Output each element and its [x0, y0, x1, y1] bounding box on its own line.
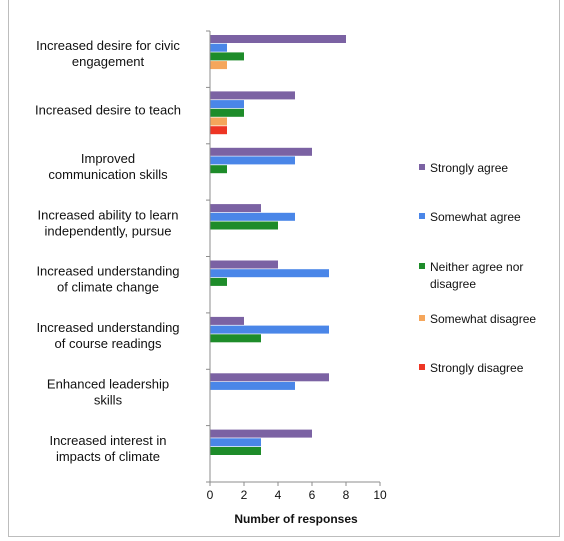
legend-label: Strongly agree [430, 161, 508, 175]
bar-6-strongly-agree [210, 316, 244, 325]
bar-3-strongly-agree [210, 147, 312, 156]
legend-swatch [419, 315, 425, 321]
category-label: Enhanced leadership skills [47, 376, 169, 407]
legend: Strongly agree Somewhat agree Neither agre… [419, 161, 536, 375]
bar-4-somewhat-agree [210, 212, 295, 221]
bar-5-neither-agree-nor-disagree [210, 277, 227, 286]
x-tick-label: 6 [309, 488, 316, 502]
bar-1-somewhat-disagree [210, 61, 227, 70]
category-label: Increased ability to learn independently,… [38, 207, 179, 238]
bar-2-somewhat-agree [210, 100, 244, 109]
legend-swatch [419, 364, 425, 370]
bar-4-neither-agree-nor-disagree [210, 221, 278, 230]
chart-frame [8, 0, 560, 537]
x-tick-label: 0 [207, 488, 214, 502]
bars-layer [210, 35, 346, 455]
category-label: Increased understanding of course reading… [36, 320, 179, 351]
bar-2-strongly-disagree [210, 126, 227, 135]
x-tick-label: 8 [343, 488, 350, 502]
bar-1-strongly-agree [210, 35, 346, 43]
bar-6-somewhat-agree [210, 325, 329, 334]
category-label: Increased interest in impacts of climate [49, 433, 166, 464]
bar-5-strongly-agree [210, 260, 278, 269]
legend-label: Strongly disagree [430, 361, 524, 375]
legend-label: Neither agree nor disagree [430, 260, 523, 291]
axes-layer [206, 30, 381, 486]
bar-2-strongly-agree [210, 91, 295, 100]
bar-8-neither-agree-nor-disagree [210, 447, 261, 455]
x-axis-label: Number of responses [234, 512, 358, 526]
bar-1-neither-agree-nor-disagree [210, 52, 244, 61]
x-tick-label: 2 [241, 488, 248, 502]
legend-swatch [419, 164, 425, 170]
legend-swatch [419, 213, 425, 219]
category-label: Increased understanding of climate change [36, 264, 179, 295]
x-tick-labels: 0 2 4 6 8 10 [207, 488, 387, 502]
bar-2-somewhat-disagree [210, 117, 227, 126]
bar-2-neither-agree-nor-disagree [210, 108, 244, 117]
bar-7-strongly-agree [210, 373, 329, 382]
bar-4-strongly-agree [210, 204, 261, 213]
bar-7-somewhat-agree [210, 381, 295, 390]
category-labels: Increased desire for civic engagement Incr… [35, 38, 181, 464]
bar-1-somewhat-agree [210, 43, 227, 52]
category-label: Improved communication skills [48, 151, 168, 182]
bar-8-somewhat-agree [210, 438, 261, 447]
x-tick-label: 10 [373, 488, 387, 502]
category-label: Increased desire to teach [35, 103, 181, 118]
bar-6-neither-agree-nor-disagree [210, 334, 261, 343]
legend-label: Somewhat disagree [430, 312, 536, 326]
legend-label: Somewhat agree [430, 210, 521, 224]
bar-3-neither-agree-nor-disagree [210, 165, 227, 174]
bar-3-somewhat-agree [210, 156, 295, 165]
legend-swatch [419, 263, 425, 269]
bar-8-strongly-agree [210, 429, 312, 438]
category-label: Increased desire for civic engagement [36, 38, 180, 69]
bar-5-somewhat-agree [210, 269, 329, 278]
x-tick-label: 4 [275, 488, 282, 502]
